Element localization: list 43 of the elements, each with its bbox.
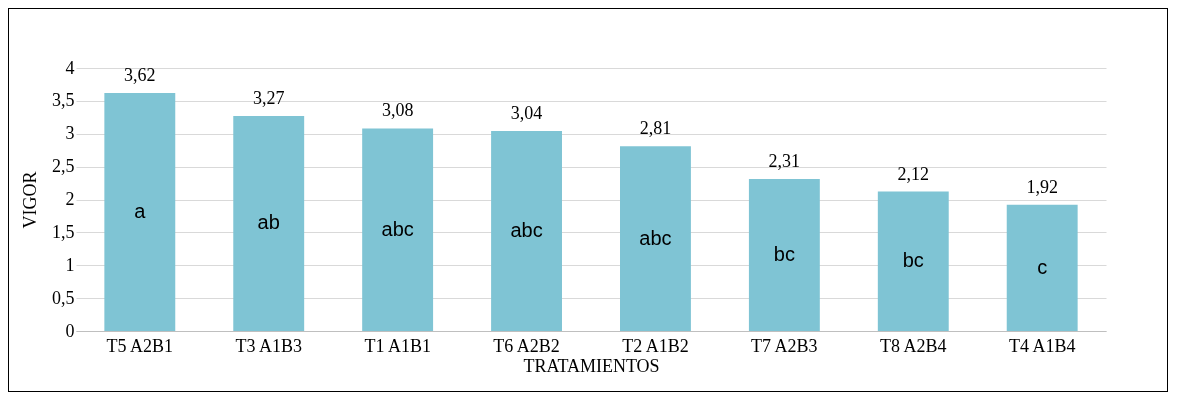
x-tick-label: T2 A1B2	[622, 335, 689, 356]
bar	[362, 128, 434, 331]
data-label: 1,92	[1026, 176, 1058, 197]
annotation: abc	[510, 219, 543, 242]
y-tick-label: 4	[65, 57, 75, 78]
y-tick-label: 0	[65, 320, 75, 341]
x-tick-label: T7 A2B3	[751, 335, 818, 356]
y-tick-label: 2,5	[52, 156, 75, 177]
y-tick-label: 3,5	[52, 90, 75, 111]
annotation: ab	[257, 211, 280, 234]
x-tick-label: T5 A2B1	[106, 335, 174, 356]
x-tick-label: T8 A2B4	[880, 335, 947, 356]
y-tick-label: 3	[65, 123, 75, 144]
annotation: abc	[639, 226, 672, 249]
data-label: 3,62	[124, 64, 156, 85]
bar	[104, 92, 176, 331]
x-tick-label: T4 A1B4	[1008, 335, 1076, 356]
data-label: 2,12	[897, 163, 930, 184]
annotation: c	[1037, 255, 1048, 278]
bar	[620, 146, 691, 331]
bar	[877, 191, 949, 331]
data-label: 3,04	[510, 103, 543, 124]
annotation: bc	[773, 243, 795, 266]
x-tick-label: T6 A2B2	[493, 335, 560, 356]
data-label: 2,81	[639, 118, 672, 139]
bar	[233, 116, 305, 331]
x-axis-title: TRATAMIENTOS	[523, 355, 660, 376]
y-axis-title: VIGOR	[20, 171, 40, 229]
y-tick-label: 2	[65, 189, 75, 209]
bar	[491, 131, 562, 331]
x-tick-label: T1 A1B1	[364, 335, 431, 356]
data-label: 3,08	[381, 100, 414, 121]
bar	[748, 179, 820, 331]
annotation: abc	[381, 217, 414, 240]
data-label: 3,27	[252, 88, 285, 108]
data-label: 2,31	[768, 151, 801, 172]
x-tick-label: T3 A1B3	[235, 335, 302, 356]
y-tick-label: 0,5	[52, 287, 75, 308]
bar	[1006, 204, 1078, 331]
annotation: bc	[902, 249, 924, 272]
y-tick-label: 1,5	[52, 221, 75, 242]
y-tick-label: 1	[65, 254, 75, 275]
annotation: a	[134, 199, 147, 222]
